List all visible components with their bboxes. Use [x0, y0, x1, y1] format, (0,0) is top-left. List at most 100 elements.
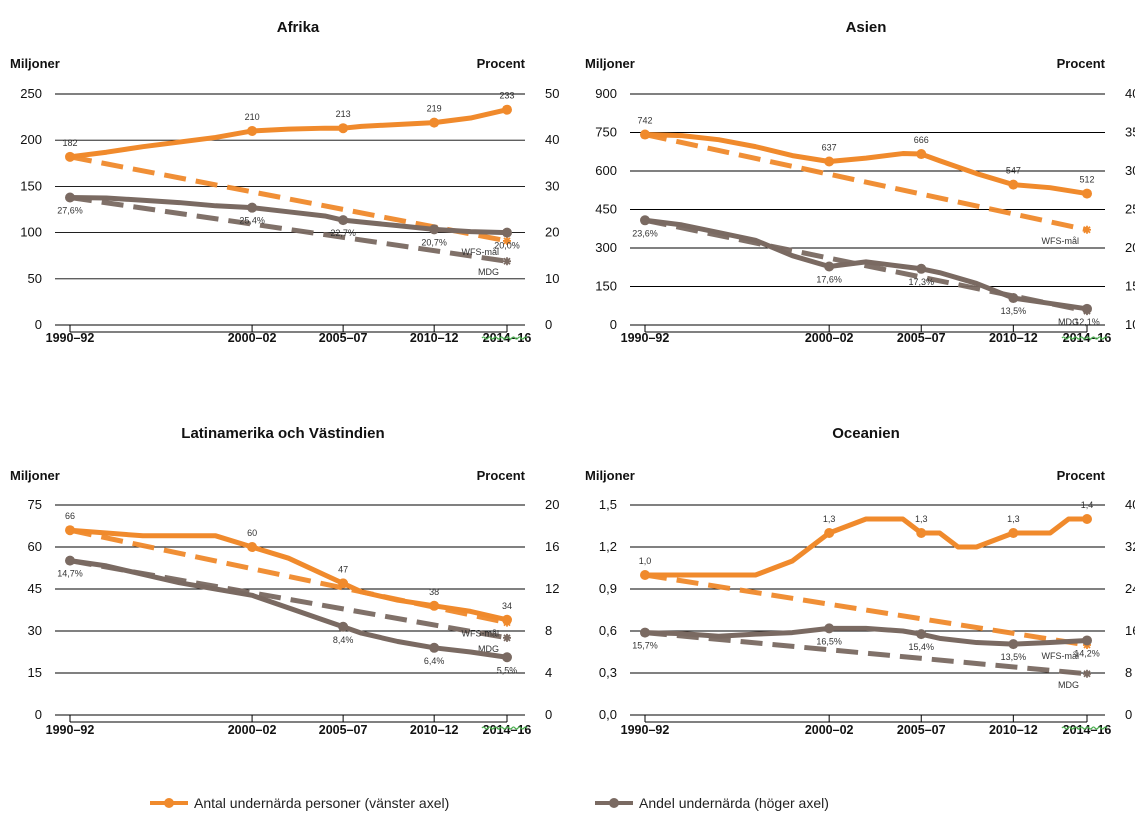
legend-swatch-marker	[164, 798, 174, 808]
chart-panel-1: Asien Miljoner Procent 0 10 150 15 300 20 450 25 60…	[585, 19, 1135, 345]
count-series-line	[69, 107, 508, 160]
left-tick-label: 30	[28, 623, 42, 638]
share-data-label: 13,5%	[1001, 306, 1027, 316]
count-point	[1082, 188, 1092, 199]
left-tick-label: 1,2	[599, 539, 617, 554]
share-data-label: 25,4%	[239, 216, 265, 226]
count-point	[247, 125, 258, 136]
share-point	[824, 261, 835, 272]
share-point	[1008, 639, 1019, 650]
left-tick-label: 200	[20, 132, 42, 147]
count-point	[338, 123, 349, 134]
panel-title: Oceanien	[832, 425, 900, 442]
count-data-label: 47	[338, 564, 348, 574]
x-tick-label: 2005–07	[319, 723, 368, 737]
right-tick-label: 35	[1125, 125, 1135, 140]
panel-title: Asien	[846, 19, 887, 36]
panel-title: Latinamerika och Västindien	[181, 425, 384, 442]
share-data-label: 5,5%	[497, 665, 518, 675]
count-data-label: 1,3	[915, 514, 928, 524]
share-point	[429, 642, 440, 653]
left-tick-label: 0	[610, 317, 617, 332]
right-tick-label: 30	[1125, 163, 1135, 178]
x-tick-label: 2010–12	[410, 331, 459, 345]
share-data-label: 12,1%	[1074, 317, 1100, 327]
wfs-target-label: WFS-mål	[1042, 651, 1080, 661]
share-point	[1008, 293, 1019, 304]
count-series-line	[69, 527, 508, 623]
count-point	[429, 600, 440, 611]
legend-label: Andel undernärda (höger axel)	[639, 795, 829, 811]
share-data-label: 16,5%	[816, 636, 842, 646]
mdg-target-label: MDG	[478, 644, 499, 654]
share-data-label: 27,6%	[57, 205, 83, 215]
x-tick-label: 2014–16	[483, 331, 532, 345]
count-point	[640, 129, 650, 140]
share-data-label: 14,7%	[57, 569, 83, 579]
x-tick-label: 2010–12	[989, 723, 1038, 737]
share-series-line	[644, 625, 1088, 647]
right-tick-label: 25	[1125, 202, 1135, 217]
share-point	[640, 215, 650, 226]
share-data-label: 17,3%	[908, 277, 934, 287]
count-point	[824, 156, 835, 167]
chart-panel-3: Oceanien Miljoner Procent 0,0 0 0,3 8 0,6 16 0,9 2…	[585, 425, 1135, 737]
count-data-label: 1,0	[639, 556, 652, 566]
count-data-label: 210	[245, 112, 260, 122]
count-point	[65, 525, 75, 536]
mdg-target-marker	[1083, 669, 1091, 678]
chart-panel-2: Latinamerika och Västindien Miljoner Proce…	[10, 425, 559, 737]
x-tick-label: 2000–02	[228, 331, 277, 345]
legend-label: Antal undernärda personer (vänster axel)	[194, 795, 449, 811]
mdg-trend-line	[644, 217, 1088, 314]
wfs-target-marker	[1083, 225, 1091, 234]
panel-title: Afrika	[277, 19, 320, 36]
right-tick-label: 12	[545, 581, 559, 596]
wfs-trend-line	[644, 572, 1088, 648]
count-point	[1082, 514, 1092, 524]
star-mark	[503, 633, 511, 642]
share-point	[824, 623, 835, 634]
share-point	[916, 263, 927, 274]
count-data-label: 1,3	[823, 514, 836, 524]
left-tick-label: 250	[20, 86, 42, 101]
share-point	[502, 227, 512, 238]
count-data-label: 182	[62, 138, 77, 148]
left-tick-label: 150	[595, 279, 617, 294]
right-tick-label: 8	[545, 623, 552, 638]
count-data-label: 512	[1079, 175, 1094, 185]
count-point	[429, 117, 440, 128]
count-point	[1008, 528, 1019, 538]
share-point	[640, 627, 650, 638]
left-axis-label: Miljoner	[10, 56, 60, 71]
star-mark	[503, 236, 511, 245]
count-series-line	[644, 132, 1088, 197]
left-tick-label: 0	[35, 317, 42, 332]
count-data-label: 547	[1006, 166, 1021, 176]
count-point	[916, 149, 927, 160]
share-point	[65, 192, 75, 203]
wfs-target-label: WFS-mål	[1042, 236, 1080, 246]
left-tick-label: 50	[28, 271, 42, 286]
mdg-target-marker	[503, 633, 511, 642]
wfs-target-marker	[503, 236, 511, 245]
mdg-trend-line	[644, 630, 1088, 677]
target-wave	[481, 336, 528, 340]
x-tick-label: 2010–12	[410, 723, 459, 737]
count-point	[1008, 179, 1019, 190]
right-tick-label: 40	[1125, 86, 1135, 101]
share-point	[338, 215, 349, 226]
count-data-label: 213	[336, 109, 351, 119]
wfs-target-label: WFS-mål	[462, 629, 500, 639]
left-tick-label: 15	[28, 665, 42, 680]
share-point	[1082, 635, 1092, 646]
x-tick-label: 1990–92	[46, 723, 95, 737]
mdg-trend-line	[69, 195, 508, 264]
share-point	[338, 621, 349, 632]
wfs-target-label: WFS-mål	[462, 247, 500, 257]
target-wave	[1061, 336, 1108, 340]
chart-panel-0: Afrika Miljoner Procent 0 0 50 10 100 20 150 30 200…	[10, 19, 559, 345]
left-tick-label: 150	[20, 178, 42, 193]
